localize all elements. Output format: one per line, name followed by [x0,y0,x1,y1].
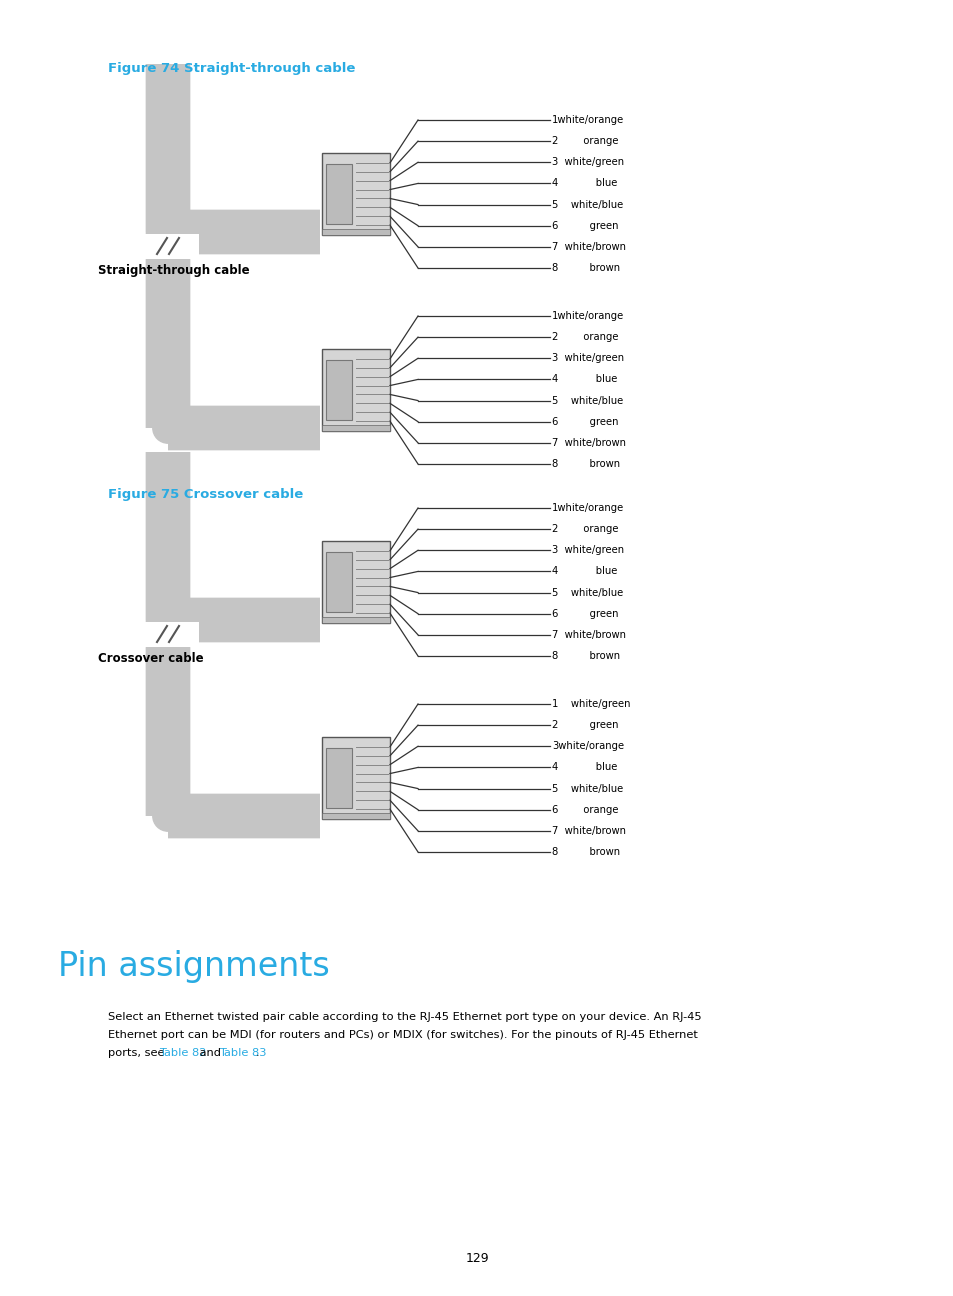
FancyBboxPatch shape [322,425,390,432]
Text: 129: 129 [465,1252,488,1265]
Text: 4            blue: 4 blue [552,375,617,385]
Text: 8          brown: 8 brown [552,848,619,857]
Text: Figure 75 Crossover cable: Figure 75 Crossover cable [108,489,303,502]
Text: 7  white/brown: 7 white/brown [552,438,625,448]
Text: 7  white/brown: 7 white/brown [552,630,625,640]
FancyBboxPatch shape [326,749,352,807]
FancyBboxPatch shape [322,617,390,623]
Text: 1white/orange: 1white/orange [552,311,623,321]
Text: 4            blue: 4 blue [552,566,617,577]
Text: 1white/orange: 1white/orange [552,503,623,513]
FancyBboxPatch shape [322,540,390,623]
FancyBboxPatch shape [322,737,390,819]
Text: Straight-through cable: Straight-through cable [98,264,250,277]
Text: Select an Ethernet twisted pair cable according to the RJ-45 Ethernet port type : Select an Ethernet twisted pair cable ac… [108,1012,700,1023]
FancyBboxPatch shape [322,153,390,235]
Text: 1white/orange: 1white/orange [552,115,623,124]
Text: 7  white/brown: 7 white/brown [552,826,625,836]
Text: 8          brown: 8 brown [552,651,619,661]
Circle shape [152,605,183,635]
FancyBboxPatch shape [326,552,352,612]
Text: 5    white/blue: 5 white/blue [552,784,622,793]
Circle shape [152,801,183,831]
Text: 8          brown: 8 brown [552,263,619,273]
FancyBboxPatch shape [322,813,390,819]
Text: Table 83: Table 83 [218,1048,266,1058]
Text: 7  white/brown: 7 white/brown [552,242,625,251]
Text: 5    white/blue: 5 white/blue [552,395,622,406]
Text: 3white/orange: 3white/orange [552,741,623,752]
Text: Pin assignments: Pin assignments [58,950,330,982]
Text: and: and [195,1048,224,1058]
Text: 6          green: 6 green [552,220,618,231]
FancyBboxPatch shape [326,360,352,420]
Text: 8          brown: 8 brown [552,459,619,469]
Text: Figure 74 Straight-through cable: Figure 74 Straight-through cable [108,62,355,75]
Text: 6          green: 6 green [552,609,618,618]
Text: 5    white/blue: 5 white/blue [552,200,622,210]
Text: 2        orange: 2 orange [552,524,618,534]
FancyBboxPatch shape [322,229,390,235]
Circle shape [152,413,183,443]
FancyBboxPatch shape [326,165,352,223]
Text: 3  white/green: 3 white/green [552,546,623,555]
Text: 6        orange: 6 orange [552,805,618,815]
Text: ports, see: ports, see [108,1048,168,1058]
Text: 4            blue: 4 blue [552,179,617,188]
Text: 6          green: 6 green [552,417,618,426]
Text: 5    white/blue: 5 white/blue [552,587,622,597]
Text: Crossover cable: Crossover cable [98,652,203,665]
Circle shape [152,216,183,248]
Text: 2        orange: 2 orange [552,332,618,342]
Text: .: . [255,1048,259,1058]
FancyBboxPatch shape [322,349,390,432]
Text: 2        orange: 2 orange [552,136,618,146]
Text: 1    white/green: 1 white/green [552,699,630,709]
Text: Ethernet port can be MDI (for routers and PCs) or MDIX (for switches). For the p: Ethernet port can be MDI (for routers an… [108,1030,698,1039]
Text: 4            blue: 4 blue [552,762,617,772]
Text: 2          green: 2 green [552,721,618,730]
Text: 3  white/green: 3 white/green [552,157,623,167]
Text: 3  white/green: 3 white/green [552,354,623,363]
Text: Table 82: Table 82 [158,1048,206,1058]
